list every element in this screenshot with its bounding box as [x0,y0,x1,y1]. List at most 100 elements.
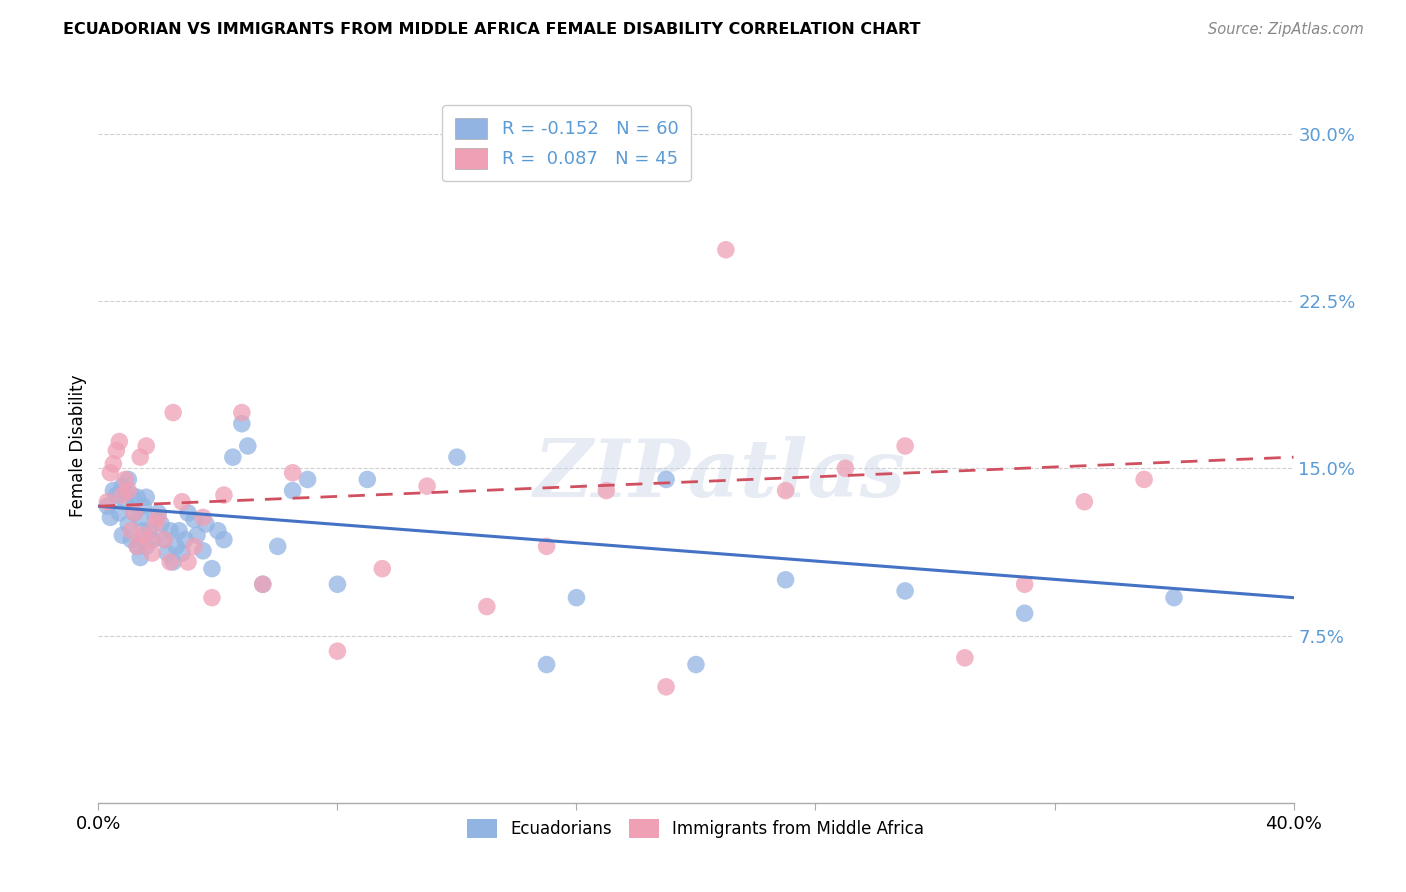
Point [127,539,149,553]
Point [953,651,976,665]
Point [129,550,152,565]
Point [536,539,558,553]
Point [98,466,122,480]
Point [127,539,149,553]
Point [135,539,157,553]
Point [201,591,224,605]
Point [775,573,797,587]
Point [222,450,245,464]
Point [252,577,274,591]
Point [132,528,155,542]
Point [135,439,157,453]
Point [207,524,229,538]
Point [356,473,378,487]
Point [195,516,218,531]
Point [105,443,128,458]
Point [267,539,290,553]
Point [1014,577,1036,591]
Point [894,583,917,598]
Point [111,479,134,493]
Point [201,562,224,576]
Point [129,510,152,524]
Point [96,494,118,508]
Point [1163,591,1185,605]
Point [117,516,139,531]
Point [1014,607,1036,621]
Point [132,499,155,513]
Point [775,483,797,498]
Point [371,562,394,576]
Point [103,483,125,498]
Point [141,533,163,547]
Point [124,506,146,520]
Point [416,479,439,493]
Text: ZIPatlas: ZIPatlas [534,436,905,513]
Point [111,488,134,502]
Point [231,417,253,431]
Point [183,539,205,553]
Point [103,457,125,471]
Point [117,483,139,498]
Point [183,512,205,526]
Point [1073,494,1095,508]
Point [326,577,349,591]
Point [536,657,558,672]
Point [281,466,304,480]
Point [191,543,214,558]
Point [167,524,190,538]
Point [135,490,157,504]
Point [714,243,737,257]
Point [231,405,253,419]
Point [159,524,181,538]
Point [132,524,155,538]
Point [475,599,498,614]
Point [177,555,200,569]
Point [120,533,142,547]
Point [685,657,707,672]
Point [174,533,197,547]
Point [127,490,149,504]
Point [894,439,917,453]
Point [595,483,617,498]
Point [252,577,274,591]
Point [141,546,163,560]
Point [236,439,259,453]
Point [165,539,187,553]
Point [111,528,134,542]
Point [138,524,160,538]
Point [172,494,194,508]
Point [162,405,184,419]
Point [98,510,122,524]
Point [138,533,160,547]
Point [148,506,170,520]
Point [177,506,200,520]
Point [129,450,152,464]
Point [565,591,588,605]
Point [108,506,131,520]
Point [114,494,136,508]
Point [153,533,176,547]
Legend: Ecuadorians, Immigrants from Middle Africa: Ecuadorians, Immigrants from Middle Afri… [461,812,931,845]
Point [191,510,214,524]
Point [120,524,142,538]
Point [114,473,136,487]
Point [124,506,146,520]
Point [117,473,139,487]
Point [150,516,173,531]
Point [281,483,304,498]
Point [172,546,194,560]
Point [446,450,468,464]
Point [143,516,166,531]
Point [1133,473,1156,487]
Point [159,555,181,569]
Text: Source: ZipAtlas.com: Source: ZipAtlas.com [1208,22,1364,37]
Point [143,510,166,524]
Text: ECUADORIAN VS IMMIGRANTS FROM MIDDLE AFRICA FEMALE DISABILITY CORRELATION CHART: ECUADORIAN VS IMMIGRANTS FROM MIDDLE AFR… [63,22,921,37]
Point [153,533,176,547]
Point [655,473,678,487]
Point [162,555,184,569]
Point [108,434,131,449]
Point [105,488,128,502]
Point [212,533,235,547]
Point [156,546,179,560]
